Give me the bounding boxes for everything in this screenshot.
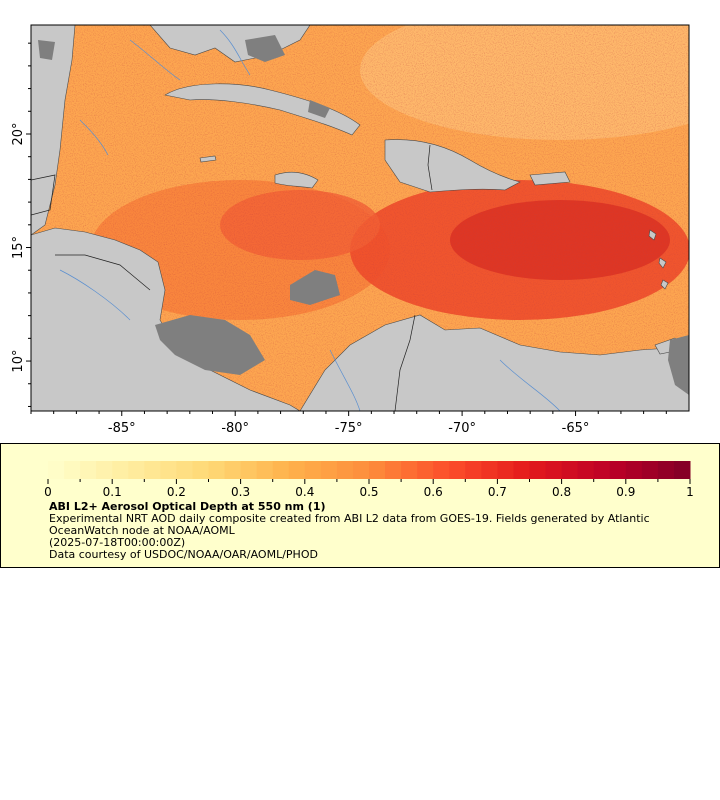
- colorbar-cell: [625, 461, 643, 479]
- rivers: [59, 29, 561, 411]
- colorbar-tick-label: 0.7: [488, 485, 507, 499]
- colorbar-cell: [545, 461, 563, 479]
- colorbar-cell: [609, 461, 627, 479]
- colorbar-cell: [401, 461, 418, 479]
- legend-title: ABI L2+ Aerosol Optical Depth at 550 nm …: [49, 500, 326, 513]
- colorbar-cell: [176, 461, 193, 479]
- colorbar-cell: [80, 461, 97, 479]
- colorbar: 0 0.1 0.2 0.3 0.4 0.5 0.6 0.7 0.8 0.9 1: [44, 461, 694, 499]
- colorbar-cell: [288, 461, 306, 479]
- nodata-central-america: [155, 315, 265, 375]
- colorbar-cell: [352, 461, 370, 479]
- colorbar-cell: [96, 461, 113, 479]
- colorbar-cell: [641, 461, 659, 479]
- legend-panel: 0 0.1 0.2 0.3 0.4 0.5 0.6 0.7 0.8 0.9 1 ABI L2+ Ae…: [0, 443, 720, 568]
- lat-tick-label: 10°: [11, 350, 26, 373]
- colorbar-cell: [128, 461, 145, 479]
- land-cayman: [199, 155, 217, 163]
- nodata-venezuela-east: [668, 335, 689, 395]
- colorbar-cell: [160, 461, 177, 479]
- colorbar-cell: [657, 461, 675, 479]
- colorbar-cell: [465, 461, 482, 479]
- colorbar-cell: [192, 461, 209, 479]
- colorbar-cell: [433, 461, 450, 479]
- nodata-florida: [245, 35, 285, 62]
- colorbar-cell: [417, 461, 434, 479]
- lon-tick-label: -85°: [108, 421, 136, 436]
- longitude-axis: -85° -80° -75° -70° -65°: [30, 411, 667, 436]
- colorbar-tick-label: 0.9: [616, 485, 635, 499]
- colorbar-cell: [336, 461, 354, 479]
- legend-description: Experimental NRT AOD daily composite cre…: [49, 512, 650, 537]
- colorbar-cell: [64, 461, 81, 479]
- colorbar-tick-label: 0.5: [359, 485, 378, 499]
- nodata-yucatan: [38, 40, 55, 60]
- colorbar-tick-label: 1: [686, 485, 694, 499]
- colorbar-cell: [224, 461, 242, 479]
- lon-tick-label: -65°: [562, 421, 590, 436]
- colorbar-ticks: 0 0.1 0.2 0.3 0.4 0.5 0.6 0.7 0.8 0.9 1: [44, 479, 694, 499]
- land-lesser-antilles: [648, 229, 669, 290]
- nodata-cuba: [308, 100, 330, 118]
- land-jamaica: [274, 171, 319, 189]
- colorbar-tick-label: 0: [44, 485, 52, 499]
- colorbar-cell: [320, 461, 338, 479]
- colorbar-cell: [48, 461, 65, 479]
- colorbar-cell: [144, 461, 161, 479]
- lon-tick-label: -80°: [221, 421, 249, 436]
- colorbar-tick-label: 0.3: [231, 485, 250, 499]
- colorbar-cell: [112, 461, 129, 479]
- colorbar-cell: [449, 461, 466, 479]
- lat-tick-label: 15°: [11, 236, 26, 259]
- land-cuba: [164, 83, 361, 136]
- colorbar-cell: [497, 461, 514, 479]
- map-plot-area: [31, 25, 689, 411]
- land-hispaniola: [384, 139, 521, 193]
- colorbar-cell: [513, 461, 530, 479]
- colorbar-cell: [369, 461, 386, 479]
- legend-credit: Data courtesy of USDOC/NOAA/OAR/AOML/PHO…: [49, 548, 318, 561]
- lon-tick-label: -70°: [448, 421, 476, 436]
- colorbar-cell: [304, 461, 322, 479]
- colorbar-cell: [240, 461, 258, 479]
- colorbar-cell: [208, 461, 226, 479]
- land-yucatan: [31, 25, 76, 236]
- colorbar-cell: [481, 461, 498, 479]
- nodata-colombia: [290, 270, 340, 305]
- map-figure: -85° -80° -75° -70° -65° 20° 15° 10°: [11, 24, 690, 436]
- colorbar-cell: [593, 461, 611, 479]
- colorbar-tick-label: 0.6: [424, 485, 443, 499]
- colorbar-cell: [561, 461, 579, 479]
- colorbar-cell: [385, 461, 402, 479]
- colorbar-tick-label: 0.8: [552, 485, 571, 499]
- land-puerto-rico: [529, 171, 571, 186]
- colorbar-tick-label: 0.1: [103, 485, 122, 499]
- map-frame: [30, 24, 690, 412]
- colorbar-cell: [272, 461, 290, 479]
- legend-time: (2025-07-18T00:00:00Z): [49, 536, 186, 549]
- legend-text: ABI L2+ Aerosol Optical Depth at 550 nm …: [49, 501, 699, 561]
- latitude-axis: 20° 15° 10°: [11, 42, 31, 407]
- colorbar-cell: [529, 461, 547, 479]
- colorbar-tick-label: 0.4: [295, 485, 314, 499]
- lat-tick-label: 20°: [11, 122, 26, 145]
- colorbar-cells: [48, 461, 691, 479]
- colorbar-cell: [577, 461, 595, 479]
- lon-tick-label: -75°: [335, 421, 363, 436]
- colorbar-tick-label: 0.2: [167, 485, 186, 499]
- colorbar-cell: [256, 461, 274, 479]
- colorbar-cell: [673, 461, 691, 479]
- country-borders: [31, 144, 433, 411]
- land-central-america: [31, 227, 301, 411]
